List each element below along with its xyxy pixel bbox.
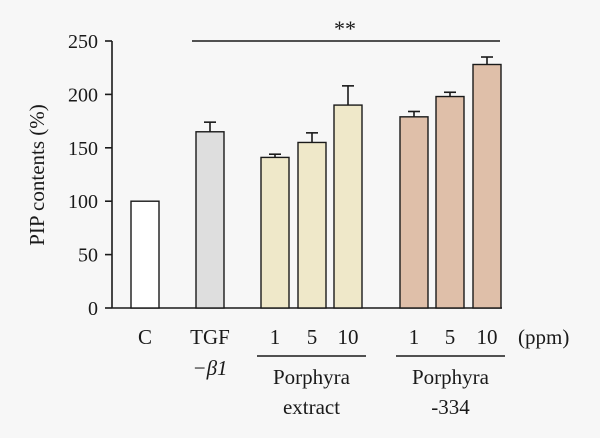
category-label: TGF (190, 325, 230, 349)
bar (435, 95, 465, 309)
significance-label: ** (334, 16, 356, 41)
category-label: 10 (477, 325, 498, 349)
category-label: 5 (307, 325, 318, 349)
category-label: C (138, 325, 152, 349)
bar (130, 200, 160, 309)
group-label-line1: Porphyra (273, 365, 351, 389)
category-label-line2: −β1 (192, 356, 227, 380)
bar (260, 156, 290, 309)
y-tick-label: 0 (88, 298, 98, 320)
group-labels: Porphyra extract Porphyra -334 (257, 355, 505, 419)
bar (472, 63, 502, 309)
category-label: 1 (409, 325, 420, 349)
bar (399, 116, 429, 309)
bar (297, 141, 327, 309)
group-label-line2: -334 (431, 395, 470, 419)
unit-label: (ppm) (518, 325, 569, 349)
y-tick-label: 200 (68, 84, 98, 106)
x-axis-labels: C TGF−β11 5 10 1 5 10 (138, 325, 498, 380)
category-label: 5 (445, 325, 456, 349)
category-label: 10 (338, 325, 359, 349)
y-tick-label: 250 (68, 31, 98, 53)
error-bars (204, 56, 493, 158)
y-axis-label: PIP contents (%) (25, 104, 49, 246)
bar (195, 131, 225, 309)
y-tick-label: 150 (68, 138, 98, 160)
group-label-line2: extract (283, 395, 340, 419)
bar (333, 104, 363, 309)
category-label: 1 (270, 325, 281, 349)
bar-series (130, 63, 502, 309)
y-axis: 0 50 100 150 200 250 (68, 31, 502, 320)
group-label-line1: Porphyra (412, 365, 490, 389)
y-tick-label: 50 (78, 245, 98, 267)
y-tick-label: 100 (68, 191, 98, 213)
